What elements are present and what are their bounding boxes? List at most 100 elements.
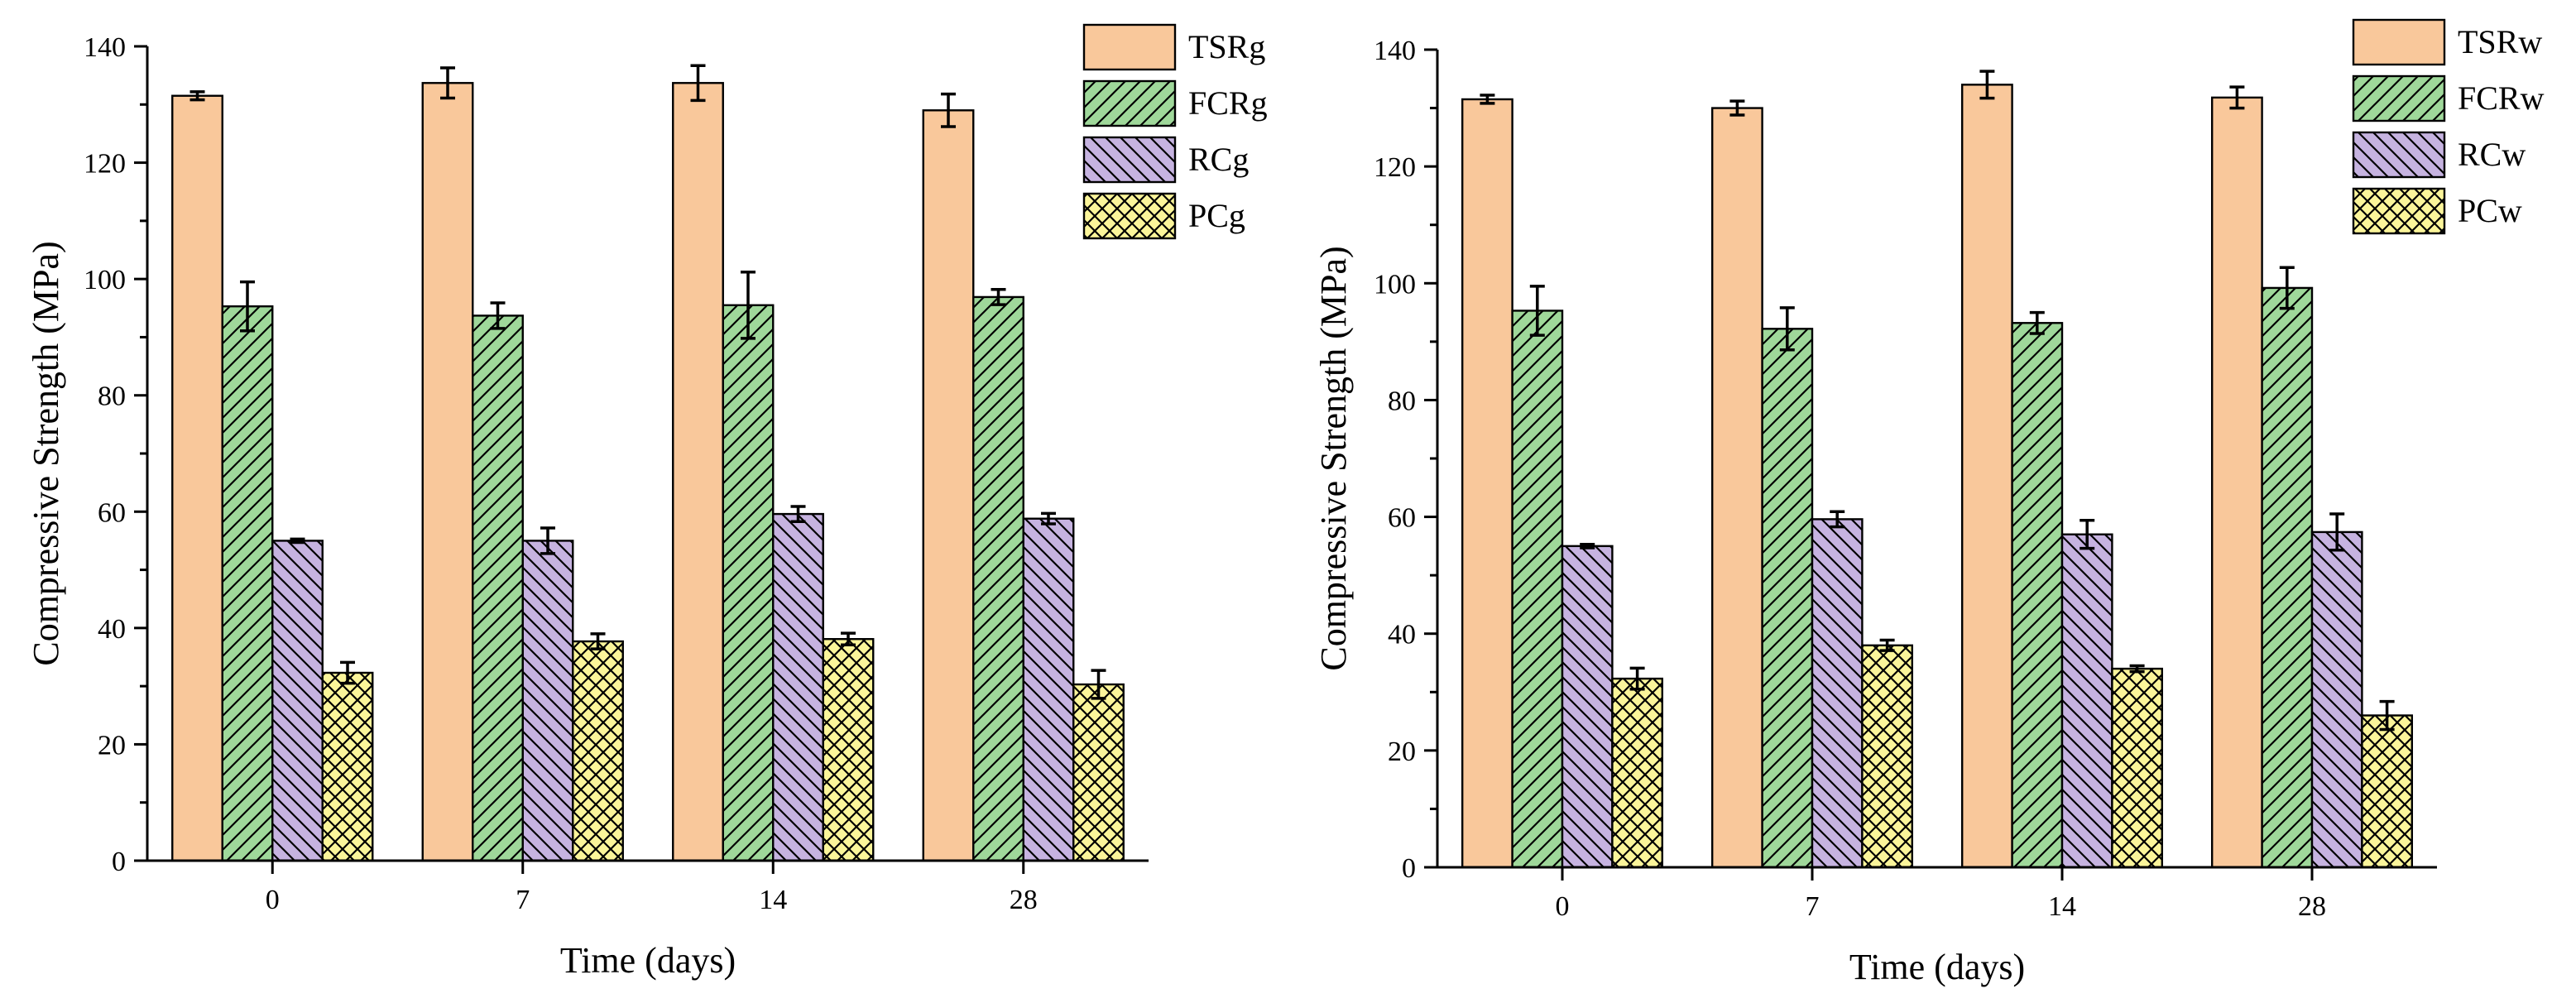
- bar-FCRg-28: [972, 295, 1024, 862]
- legend-swatch-RCw: [2352, 131, 2446, 179]
- left-chart-panel: 0 20 40 60 80 100 120 140 0 7 14 28 Time (days) Compr…: [26, 23, 1268, 981]
- legend-label-RCw: RCw: [2458, 136, 2526, 173]
- y-tick-label: 80: [1388, 386, 1416, 416]
- error-bar-TSRg-28: [941, 92, 956, 128]
- error-bar-FCRg-0: [240, 280, 255, 333]
- y-axis-title: Compressive Strength (MPa): [1313, 246, 1354, 670]
- legend-swatch-PCg: [1082, 192, 1177, 240]
- bar-RCw-7: [1811, 518, 1864, 869]
- bar-TSRg-7: [421, 82, 474, 862]
- bar-TSRw-0: [1461, 98, 1513, 869]
- error-bar-TSRg-0: [189, 90, 205, 102]
- y-tick-label: 0: [1402, 853, 1416, 884]
- bar-RCg-7: [521, 540, 574, 862]
- error-bar-FCRw-14: [2029, 310, 2045, 335]
- error-bar-RCw-0: [1580, 542, 1595, 549]
- y-tick-label: 120: [84, 149, 126, 180]
- bar-TSRw-7: [1711, 107, 1763, 869]
- legend-label-FCRg: FCRg: [1188, 84, 1268, 122]
- legend-label-RCg: RCg: [1188, 141, 1249, 178]
- error-bar-FCRw-7: [1779, 306, 1795, 352]
- y-tick-label: 40: [98, 614, 126, 645]
- bar-RCw-0: [1561, 545, 1614, 869]
- bar-PCg-28: [1072, 683, 1125, 862]
- bar-FCRg-0: [221, 305, 274, 862]
- bar-TSRg-28: [922, 109, 975, 862]
- left-chart-svg: 0 20 40 60 80 100 120 140 0 7 14 28 Time (days) Compr…: [26, 23, 1268, 981]
- legend-swatch-TSRw: [2352, 18, 2446, 66]
- bar-RCw-28: [2310, 530, 2363, 869]
- error-bar-PCw-0: [1629, 666, 1645, 691]
- error-bar-PCg-14: [841, 631, 856, 646]
- y-axis-title: Compressive Strength (MPa): [26, 241, 66, 665]
- legend-label-TSRw: TSRw: [2458, 23, 2542, 60]
- x-tick-label: 14: [2048, 891, 2076, 922]
- error-bar-PCg-0: [340, 660, 355, 685]
- x-tick-label: 0: [1556, 891, 1570, 922]
- bar-RCw-14: [2060, 533, 2113, 869]
- error-bar-RCg-7: [540, 526, 555, 555]
- x-axis-title: Time (days): [560, 940, 736, 981]
- bar-TSRw-14: [1961, 84, 2013, 869]
- bar-PCw-7: [1861, 644, 1914, 869]
- bar-FCRw-28: [2261, 286, 2314, 869]
- bar-TSRw-28: [2210, 96, 2263, 869]
- bar-FCRw-7: [1761, 328, 1814, 869]
- y-tick-label: 60: [1388, 503, 1416, 534]
- bar-RCg-28: [1022, 517, 1075, 862]
- y-tick-label: 40: [1388, 620, 1416, 650]
- bar-FCRw-14: [2011, 322, 2064, 869]
- y-tick-label: 0: [112, 847, 126, 877]
- y-tick-label: 140: [1374, 36, 1416, 66]
- bar-TSRg-14: [672, 82, 724, 862]
- error-bar-RCg-0: [290, 537, 305, 545]
- error-bar-RCw-14: [2080, 519, 2095, 550]
- x-tick-label: 7: [516, 885, 530, 915]
- error-bar-TSRw-0: [1480, 94, 1495, 105]
- bar-PCg-7: [572, 640, 624, 862]
- legend-label-PCw: PCw: [2458, 192, 2522, 229]
- bar-PCw-0: [1611, 677, 1663, 869]
- error-bar-TSRg-7: [440, 66, 455, 100]
- error-bar-TSRw-7: [1729, 99, 1745, 117]
- bar-PCg-14: [822, 638, 875, 862]
- legend-swatch-FCRw: [2352, 74, 2446, 122]
- bar-TSRg-0: [171, 94, 223, 862]
- x-tick-label: 0: [266, 885, 280, 915]
- y-tick-label: 60: [98, 497, 126, 528]
- y-tick-label: 100: [84, 265, 126, 295]
- error-bar-TSRw-28: [2229, 85, 2245, 110]
- bar-RCg-0: [271, 540, 324, 862]
- legend: TSRw FCRw RCw PCw: [2352, 18, 2545, 235]
- y-tick-label: 80: [98, 382, 126, 412]
- y-tick-label: 120: [1374, 152, 1416, 183]
- x-tick-label: 14: [759, 885, 787, 915]
- x-tick-label: 7: [1806, 891, 1820, 922]
- error-bar-FCRg-14: [741, 270, 756, 340]
- legend-swatch-FCRg: [1082, 79, 1177, 127]
- right-chart-panel: 0 20 40 60 80 100 120 140 0 7 14 28 Time (days) Compr…: [1288, 0, 2575, 1003]
- error-bar-PCg-28: [1091, 669, 1106, 700]
- error-bar-RCw-28: [2329, 512, 2345, 552]
- legend-label-PCg: PCg: [1188, 197, 1245, 234]
- bar-PCw-28: [2361, 714, 2414, 869]
- error-bar-PCw-7: [1879, 638, 1895, 652]
- y-tick-label: 140: [84, 32, 126, 63]
- error-bar-TSRw-14: [1979, 70, 1995, 100]
- error-bar-RCg-28: [1041, 511, 1056, 525]
- legend-swatch-RCg: [1082, 136, 1177, 184]
- y-tick-label: 20: [1388, 737, 1416, 767]
- error-bar-TSRg-14: [690, 64, 706, 103]
- error-bar-FCRw-28: [2279, 266, 2295, 310]
- bar-FCRg-7: [472, 314, 524, 862]
- legend-label-TSRg: TSRg: [1188, 28, 1265, 65]
- right-chart-svg: 0 20 40 60 80 100 120 140 0 7 14 28 Time (days) Compr…: [1313, 18, 2545, 987]
- legend: TSRg FCRg RCg PCg: [1082, 23, 1268, 240]
- bar-PCw-14: [2111, 667, 2164, 869]
- error-bar-PCw-14: [2129, 664, 2145, 674]
- legend-swatch-TSRg: [1082, 23, 1177, 71]
- bar-PCg-0: [321, 671, 374, 862]
- bar-RCg-14: [772, 512, 824, 862]
- error-bar-FCRg-7: [490, 301, 506, 330]
